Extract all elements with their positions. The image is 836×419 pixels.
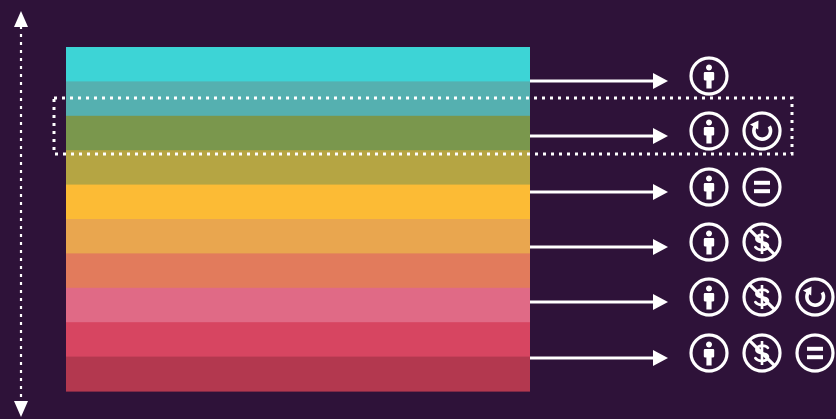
attribution-icon [689,167,729,207]
spectrum-stripe [66,287,530,323]
license-row [530,333,835,373]
share-alike-icon [795,277,835,317]
license-row [530,277,835,317]
license-row [530,167,782,207]
highlight-box [52,96,794,156]
spectrum-stripe [66,322,530,358]
row-arrowhead-icon [653,184,668,200]
attribution-icon [689,277,729,317]
openness-axis [14,11,28,417]
attribution-icon [689,333,729,373]
axis-arrow-up-icon [14,11,28,27]
row-arrowhead-icon [653,350,668,366]
spectrum-stripe [66,47,530,82]
row-arrowhead-icon [653,294,668,310]
license-row [530,56,729,96]
license-rows [530,56,835,373]
spectrum-stripe [66,253,530,289]
spectrum-stripe [66,356,530,392]
attribution-icon [689,111,729,151]
non-commercial-icon [742,222,782,262]
row-arrowhead-icon [653,73,668,89]
spectrum-stripe [66,219,530,254]
spectrum-stripe [66,184,530,220]
license-row [530,222,782,262]
row-arrowhead-icon [653,128,668,144]
axis-arrow-down-icon [14,401,28,417]
license-row [530,111,782,151]
spectrum-stripe [66,115,530,151]
no-derivatives-icon [795,333,835,373]
share-alike-icon [742,111,782,151]
color-spectrum-block [66,47,530,392]
attribution-icon [689,222,729,262]
attribution-icon [689,56,729,96]
non-commercial-icon [742,277,782,317]
non-commercial-icon [742,333,782,373]
row-arrowhead-icon [653,239,668,255]
highlight-dotted-box [52,96,794,156]
spectrum-stripe [66,150,530,186]
no-derivatives-icon [742,167,782,207]
